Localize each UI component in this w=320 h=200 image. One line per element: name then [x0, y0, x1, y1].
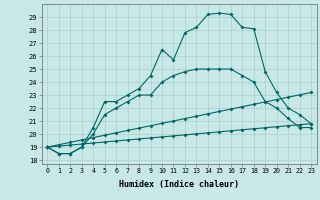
- X-axis label: Humidex (Indice chaleur): Humidex (Indice chaleur): [119, 180, 239, 189]
